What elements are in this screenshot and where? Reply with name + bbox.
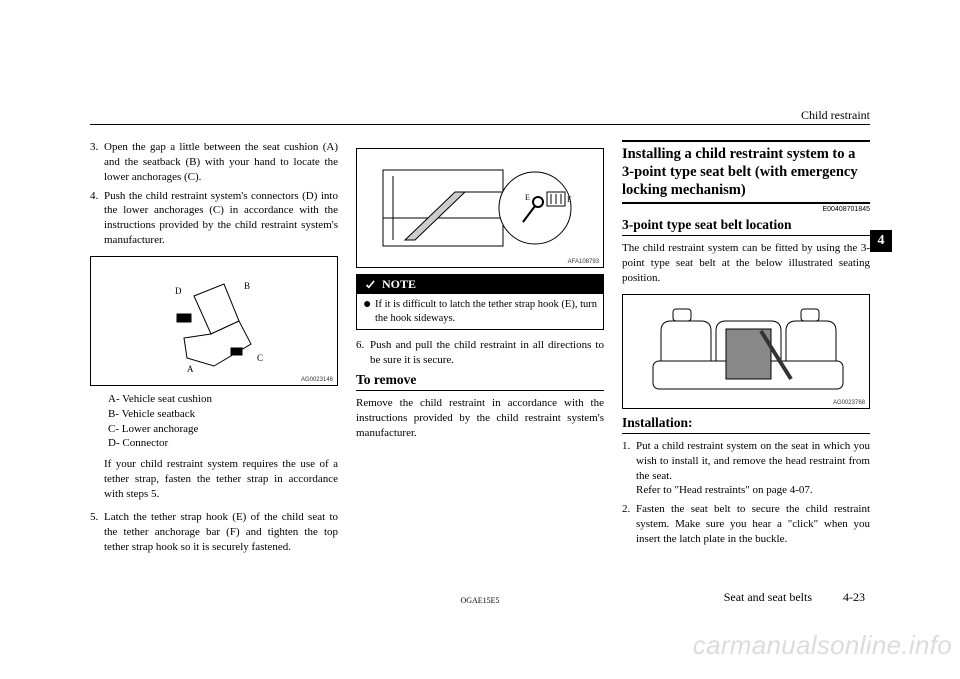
item6-text: Push and pull the child restraint in all… xyxy=(370,338,604,368)
list-item: 6.Push and pull the child restraint in a… xyxy=(356,338,604,368)
item5-text: Latch the tether strap hook (E) of the c… xyxy=(104,510,338,555)
item1b-text: Refer to "Head restraints" on page 4-07. xyxy=(636,484,813,496)
svg-text:C: C xyxy=(257,353,263,363)
footer-section: Seat and seat belts xyxy=(724,590,812,604)
e-code: E00408701845 xyxy=(622,206,870,213)
figure-seat-labels: D B A C AG0023146 xyxy=(90,256,338,386)
note-header: NOTE xyxy=(357,275,603,294)
item4-text: Push the child restraint system's connec… xyxy=(104,189,338,248)
svg-text:E: E xyxy=(525,193,530,202)
legend-c: Lower anchorage xyxy=(122,423,199,435)
tether-text: If your child restraint system requires … xyxy=(104,457,338,502)
figure-code: AFA108793 xyxy=(568,259,599,265)
item2-text: Fasten the seat belt to secure the child… xyxy=(636,502,870,547)
location-text: The child restraint system can be fitted… xyxy=(622,241,870,286)
column-3: Installing a child restraint system to a… xyxy=(622,140,870,584)
figure-tether-hook: E F AFA108793 xyxy=(356,148,604,268)
top-rule xyxy=(90,124,870,125)
page-number: 4-23 xyxy=(843,590,865,604)
list-item: 2.Fasten the seat belt to secure the chi… xyxy=(622,502,870,547)
column-1: 3.Open the gap a little between the seat… xyxy=(90,140,338,584)
watermark: carmanualsonline.info xyxy=(693,630,952,661)
figure-seat-position: AG0023768 xyxy=(622,294,870,409)
list-item: 5.Latch the tether strap hook (E) of the… xyxy=(90,510,338,555)
svg-text:D: D xyxy=(175,286,182,296)
note-text: If it is difficult to latch the tether s… xyxy=(375,298,597,325)
heading-location: 3-point type seat belt location xyxy=(622,217,870,236)
legend-d: Connector xyxy=(122,437,168,449)
figure-code: AG0023768 xyxy=(833,400,865,406)
list-item: 1.Put a child restraint system on the se… xyxy=(622,439,870,498)
item1-text: Put a child restraint system on the seat… xyxy=(636,440,870,482)
heading-box: Installing a child restraint system to a… xyxy=(622,140,870,204)
chapter-tab: 4 xyxy=(870,230,892,252)
svg-text:F: F xyxy=(567,195,572,204)
footer-right: Seat and seat belts 4-23 xyxy=(724,590,865,605)
heading-installation: Installation: xyxy=(622,415,870,434)
heading-remove: To remove xyxy=(356,372,604,391)
note-label: NOTE xyxy=(382,277,416,292)
content-area: 3.Open the gap a little between the seat… xyxy=(90,140,870,584)
note-box: NOTE ● If it is difficult to latch the t… xyxy=(356,274,604,330)
column-2: E F AFA108793 NOTE ● If it is difficult … xyxy=(356,140,604,584)
page-header: Child restraint xyxy=(801,108,870,123)
remove-text: Remove the child restraint in accordance… xyxy=(356,396,604,441)
legend: A- Vehicle seat cushion B- Vehicle seatb… xyxy=(108,392,338,451)
figure-code: AG0023146 xyxy=(301,377,333,383)
legend-b: Vehicle seatback xyxy=(122,408,196,420)
svg-text:B: B xyxy=(244,281,250,291)
list-item: 4.Push the child restraint system's conn… xyxy=(90,189,338,248)
bullet-icon: ● xyxy=(363,298,375,325)
legend-a: Vehicle seat cushion xyxy=(122,393,212,405)
list-item: 3.Open the gap a little between the seat… xyxy=(90,140,338,185)
svg-text:A: A xyxy=(187,364,194,374)
item3-text: Open the gap a little between the seat c… xyxy=(104,140,338,185)
